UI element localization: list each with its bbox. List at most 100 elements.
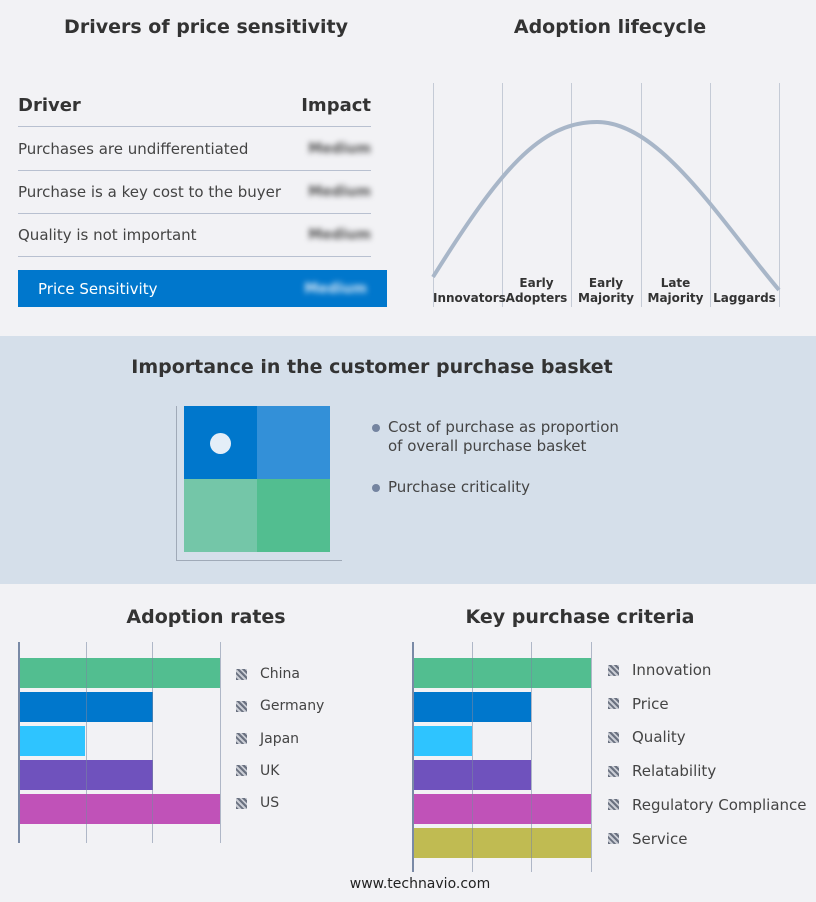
adoption-curve-line [431,119,781,292]
stage-label-line: Majority [647,291,704,305]
driver-row: Purchases are undifferentiated Medium [18,128,371,171]
driver-label: Purchases are undifferentiated [18,140,249,158]
footer-url[interactable]: www.technavio.com [349,876,491,892]
impact-value: Medium [308,227,371,243]
impact-value: Medium [308,141,371,157]
driver-column-header: Driver [18,94,81,116]
legend-swatch-icon [236,668,247,680]
legend-swatch-icon [236,765,247,777]
price-sensitivity-summary: Price Sensitivity Medium [18,270,387,307]
summary-impact: Medium [304,280,367,297]
gridline [220,642,221,843]
basket-quadrant-3 [257,479,330,552]
legend-label: Relatability [632,762,717,781]
bar-quality [412,726,472,756]
lifecycle-title: Adoption lifecycle [513,16,707,38]
legend-item: China [236,666,300,682]
basket-x-axis [176,560,342,561]
impact-column-header: Impact [301,94,371,116]
legend-swatch-icon [608,833,619,844]
bar-uk [18,760,153,790]
stage-label-line: Adopters [505,291,568,305]
driver-label: Purchase is a key cost to the buyer [18,183,282,201]
legend-label: Germany [260,698,325,715]
legend-label: US [260,795,280,812]
gridline [152,642,153,843]
gridline [86,642,87,843]
lifecycle-stage-2: Early Majority [571,276,641,306]
gridline [472,642,473,872]
lifecycle-stage-1: Early Adopters [502,276,571,306]
bar-japan [18,726,86,756]
lifecycle-divider [571,83,572,307]
legend-label: Innovation [632,661,712,679]
legend-swatch-icon [608,664,619,676]
lifecycle-divider [502,83,503,307]
legend-item: Service [608,830,687,848]
legend-item: Relatability [608,762,716,780]
drivers-title: Drivers of price sensitivity [64,16,348,38]
legend-label: Regulatory Compliance [632,795,807,814]
legend-item: US [236,795,279,811]
lifecycle-divider [641,83,642,307]
legend-swatch-icon [236,797,247,809]
basket-section [0,336,816,584]
stage-label-line: Early [588,276,624,290]
summary-label: Price Sensitivity [38,279,158,298]
lifecycle-divider [779,83,780,307]
basket-title: Importance in the customer purchase bask… [131,356,613,378]
drivers-header: Driver Impact [18,84,371,127]
legend-swatch-icon [236,700,247,712]
basket-legend-criticality: Purchase criticality [388,478,531,496]
legend-label: Price [632,694,669,713]
driver-label: Quality is not important [18,226,197,244]
basket-position-marker [210,433,231,454]
legend-swatch-icon [608,799,619,811]
gridline [531,642,532,872]
stage-label-line: Early [519,276,554,290]
bar-service [412,828,591,858]
bar-regulatory-compliance [412,794,591,824]
legend-label: Japan [260,730,300,747]
legend-label: Service [632,829,688,848]
stage-label-line: Laggards [713,291,776,305]
lifecycle-stage-4: Laggards [710,291,779,306]
stage-label-line: Majority [578,291,634,305]
bar-us [18,794,220,824]
bar-relatability [412,760,532,790]
adoption-curve [431,119,781,292]
bar-germany [18,692,153,722]
gridline [591,642,592,872]
chart-axis [18,642,20,843]
bullet-icon [372,484,380,492]
basket-quadrant-2 [184,479,257,552]
legend-swatch-icon [608,765,619,777]
stage-label-line: Late [660,276,691,290]
basket-y-axis [176,406,177,560]
adoption-rates-title: Adoption rates [126,606,286,628]
purchase-criteria-title: Key purchase criteria [465,606,695,628]
legend-item: UK [236,763,279,779]
legend-item: Innovation [608,661,711,679]
legend-item: Regulatory Compliance [608,796,807,814]
legend-swatch-icon [608,731,619,743]
bar-china [18,658,220,688]
chart-axis [412,642,414,872]
legend-item: Japan [236,731,299,747]
impact-value: Medium [308,184,371,200]
lifecycle-stage-0: Innovators [433,291,506,306]
bar-price [412,692,532,722]
bullet-icon [372,424,380,432]
driver-row: Purchase is a key cost to the buyer Mediu… [18,171,371,214]
legend-label: Quality [632,728,686,747]
legend-swatch-icon [236,733,247,745]
bar-innovation [412,658,591,688]
legend-label: UK [260,762,280,779]
lifecycle-stage-3: Late Majority [641,276,710,306]
legend-swatch-icon [608,698,619,710]
legend-item: Quality [608,728,686,746]
lifecycle-divider [710,83,711,307]
legend-label: China [260,666,300,682]
legend-item: Price [608,695,669,713]
basket-quadrant-1 [257,406,330,479]
